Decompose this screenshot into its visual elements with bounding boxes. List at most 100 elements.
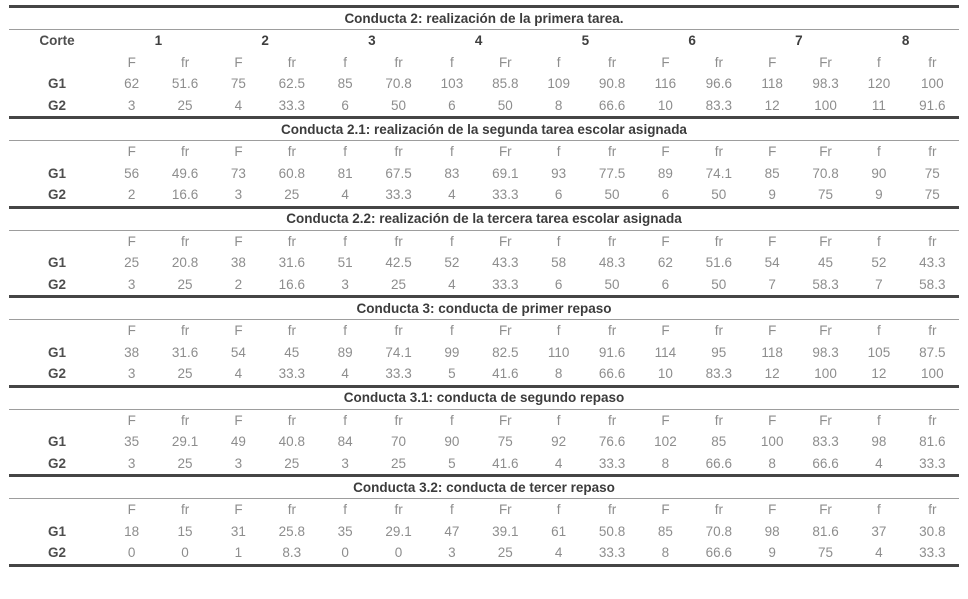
- group-label: G1: [47, 165, 66, 181]
- corte-label: Corte: [39, 33, 75, 48]
- column-header: f: [450, 144, 454, 159]
- table-cell: 66.6: [598, 366, 626, 381]
- column-header: F: [127, 502, 136, 517]
- table-cell: 6: [554, 187, 563, 202]
- table-cell: 50: [711, 276, 727, 292]
- table-cell: 8: [554, 366, 563, 381]
- column-header: Fr: [498, 412, 512, 428]
- table-cell: 109: [547, 76, 570, 91]
- column-header: Fr: [498, 54, 512, 70]
- table-cell: 116: [654, 76, 677, 91]
- table-cell: 62: [657, 255, 673, 270]
- table-cell: 45: [818, 255, 834, 270]
- table-cell: 102: [654, 434, 677, 449]
- column-header: fr: [928, 54, 937, 70]
- table-cell: 73: [230, 165, 246, 181]
- table-cell: 41.6: [492, 366, 519, 381]
- column-header: fr: [714, 233, 723, 249]
- column-header: fr: [287, 233, 296, 249]
- table-cell: 58.3: [919, 276, 946, 292]
- table-cell: 25: [284, 187, 300, 202]
- table-cell: 83.3: [705, 97, 732, 113]
- column-header: F: [234, 502, 243, 517]
- data-row-g1: G1 35 29.1 49 40.8 84 70 90 75 92 76.6 102 85 100 83.3…: [9, 431, 959, 453]
- column-header: Fr: [498, 144, 512, 159]
- table-cell: 95: [711, 344, 727, 360]
- group-label: G2: [47, 187, 66, 202]
- table-cell: 75: [230, 76, 246, 91]
- table-cell: 51: [337, 255, 353, 270]
- table-cell: 29.1: [385, 523, 412, 539]
- column-header: fr: [928, 144, 937, 159]
- table-cell: 66.6: [705, 455, 732, 471]
- column-header: fr: [180, 502, 190, 517]
- table-cell: 25: [177, 366, 193, 381]
- column-header: f: [877, 502, 881, 517]
- data-row-g2: G2 3 25 2 16.6 3 25 4 33.3 6 50 6 50 7 58.3 7 58.3: [9, 274, 959, 297]
- column-header: f: [450, 233, 454, 249]
- data-row-g1: G1 25 20.8 38 31.6 51 42.5 52 43.3 58 48.3 62 51.6 54…: [9, 252, 959, 274]
- table-cell: 91.6: [598, 344, 626, 360]
- table-cell: 25: [177, 97, 193, 113]
- table-cell: 2: [127, 187, 136, 202]
- group-label: G2: [47, 276, 66, 292]
- data-row-g1: G1 56 49.6 73 60.8 81 67.5 83 69.1 93 77.5 89 74.1 85…: [9, 163, 959, 185]
- table-cell: 7: [875, 276, 883, 292]
- table-cell: 25: [124, 255, 140, 270]
- section-title-row: Conducta 3.1: conducta de segundo repaso: [9, 384, 959, 410]
- table-cell: 6: [661, 187, 670, 202]
- column-header: f: [343, 502, 348, 517]
- column-header: F: [127, 412, 136, 428]
- table-cell: 3: [234, 455, 243, 471]
- column-header: F: [661, 412, 670, 428]
- data-row-g2: G2 3 25 4 33.3 6 50 6 50 8 66.6 10 83.3 12 100 11 91.6: [9, 95, 959, 118]
- table-cell: 70: [391, 434, 407, 449]
- column-header: fr: [607, 412, 617, 428]
- table-cell: 25: [177, 276, 193, 292]
- column-header: F: [127, 233, 136, 249]
- section-title-row: Conducta 3: conducta de primer repaso: [9, 295, 959, 320]
- table-cell: 42.5: [385, 255, 412, 270]
- table-cell: 0: [158, 542, 212, 567]
- table-cell: 75: [924, 187, 940, 202]
- table-cell: 70.8: [385, 76, 412, 91]
- table-cell: 8: [768, 455, 776, 471]
- column-header: F: [234, 144, 243, 159]
- column-header: Fr: [819, 233, 832, 249]
- column-header: f: [343, 54, 348, 70]
- table-cell: 7: [768, 276, 776, 292]
- column-header: fr: [287, 323, 296, 338]
- column-header: fr: [394, 144, 403, 159]
- table-cell: 1: [211, 542, 266, 567]
- table-cell: 6: [554, 276, 563, 292]
- table-cell: 4: [448, 276, 456, 292]
- table-cell: 85.8: [492, 76, 519, 91]
- group-label: G1: [47, 523, 66, 539]
- column-header: f: [556, 54, 561, 70]
- column-header: fr: [928, 233, 937, 249]
- column-header: fr: [287, 54, 296, 70]
- table-cell: 29.1: [171, 434, 199, 449]
- table-cell: 100: [760, 434, 784, 449]
- table-cell: 30.8: [919, 523, 946, 539]
- table-cell: 98: [871, 434, 887, 449]
- table-cell: 4: [448, 187, 456, 202]
- table-cell: 100: [921, 76, 944, 91]
- table-cell: 33.3: [585, 542, 639, 567]
- table-cell: 38: [230, 255, 246, 270]
- table-cell: 51.6: [171, 76, 199, 91]
- column-header: F: [661, 144, 670, 159]
- table-cell: 118: [761, 76, 783, 91]
- table-cell: 114: [654, 344, 677, 360]
- table-cell: 3: [127, 97, 136, 113]
- column-header: Fr: [819, 323, 832, 338]
- column-header: fr: [607, 502, 617, 517]
- column-header: Fr: [819, 502, 832, 517]
- column-header: F: [127, 54, 136, 70]
- table-cell: 31: [230, 523, 246, 539]
- table-cell: 100: [814, 366, 837, 381]
- data-row-g2: G2 3 25 4 33.3 4 33.3 5 41.6 8 66.6 10 83.3 12 100 12 10…: [9, 363, 959, 386]
